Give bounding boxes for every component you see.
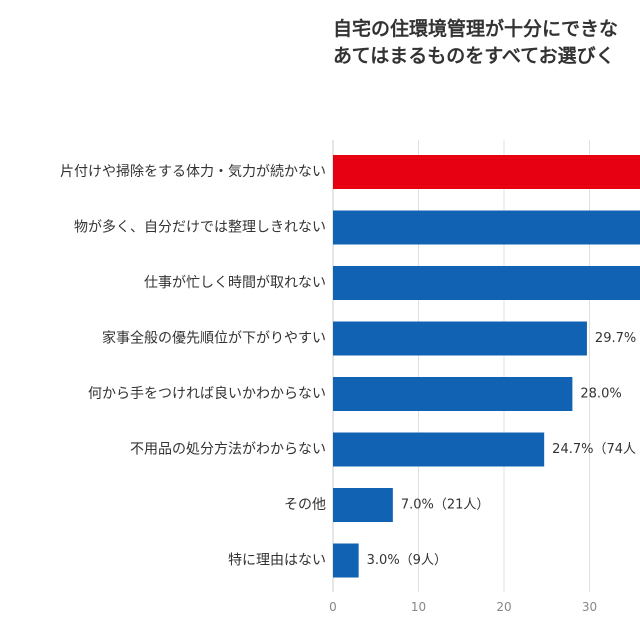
category-label: 片付けや掃除をする体力・気力が続かない <box>60 163 326 180</box>
chart-title-line-2: あてはまるものをすべてお選びく <box>333 45 615 67</box>
category-label: 物が多く、自分だけでは整理しきれない <box>74 219 326 236</box>
category-label: 仕事が忙しく時間が取れない <box>144 275 326 291</box>
x-tick-label: 30 <box>582 600 597 614</box>
data-label: 24.7%（74人 <box>552 442 636 457</box>
bar <box>333 432 545 467</box>
category-label: 家事全般の優先順位が下がりやすい <box>102 330 326 347</box>
bar <box>333 155 640 189</box>
bar <box>333 488 393 522</box>
data-label: 29.7% <box>595 331 636 346</box>
category-label: 不用品の処分方法がわからない <box>130 442 326 458</box>
x-tick-label: 10 <box>411 600 426 614</box>
data-label: 28.0% <box>580 387 621 402</box>
data-label: 3.0%（9人） <box>367 553 447 568</box>
x-tick-label: 20 <box>496 600 511 614</box>
category-label: 特に理由はない <box>228 553 326 569</box>
category-label: 何から手をつければ良いかわからない <box>88 386 326 402</box>
bar <box>333 321 587 356</box>
bar <box>333 210 640 245</box>
chart-title-line-1: 自宅の住環境管理が十分にできな <box>333 18 619 40</box>
x-tick-label: 0 <box>329 600 337 614</box>
bar <box>333 266 640 300</box>
chart-title: 自宅の住環境管理が十分にできな あてはまるものをすべてお選びく <box>333 16 640 70</box>
category-label: その他 <box>284 497 326 513</box>
bar <box>333 377 573 411</box>
data-label: 7.0%（21人） <box>401 498 490 513</box>
bar <box>333 543 359 578</box>
